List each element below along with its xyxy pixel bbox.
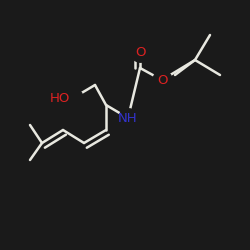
Text: HO: HO (50, 92, 70, 104)
Text: O: O (135, 46, 145, 59)
Text: NH: NH (118, 112, 138, 124)
Text: O: O (157, 74, 167, 86)
